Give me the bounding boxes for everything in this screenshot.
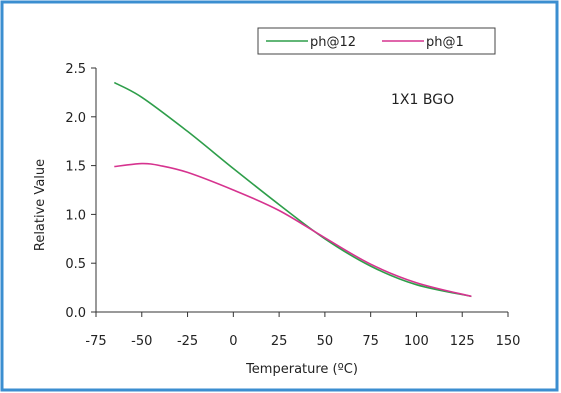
y-tick-label: 0.0: [65, 306, 86, 321]
x-tick-label: 50: [317, 334, 334, 349]
x-tick-label: 0: [229, 334, 237, 349]
legend: ph@12 ph@1: [257, 27, 496, 55]
x-tick-label: 125: [450, 334, 475, 349]
x-tick-label: 100: [404, 334, 429, 349]
series-line-ph1: [114, 162, 472, 298]
x-tick-label: -75: [85, 334, 106, 349]
y-tick-label: 1.5: [65, 160, 86, 175]
x-tick-label: -50: [131, 334, 152, 349]
x-tick-label: 25: [271, 334, 288, 349]
plot-area: 0.0 0.5 1.0 1.5 2.0 2.5 -75 -50 -25 0 25 50 75 100 125…: [65, 62, 520, 349]
x-tick-label: 150: [496, 334, 521, 349]
y-tick-label: 2.0: [65, 111, 86, 126]
x-tick-label: 75: [362, 334, 379, 349]
series-line-ph12: [113, 81, 472, 298]
annotation-label: 1X1 BGO: [391, 92, 454, 108]
y-tick-label: 2.5: [65, 62, 86, 77]
y-tick-label: 1.0: [65, 208, 86, 223]
y-axis-label: Relative Value: [33, 159, 48, 251]
x-axis-label: Temperature (ºC): [245, 362, 358, 377]
x-tick-label: -25: [177, 334, 198, 349]
legend-label-ph1: ph@1: [426, 35, 464, 50]
legend-label-ph12: ph@12: [310, 35, 356, 50]
y-tick-label: 0.5: [65, 257, 86, 272]
